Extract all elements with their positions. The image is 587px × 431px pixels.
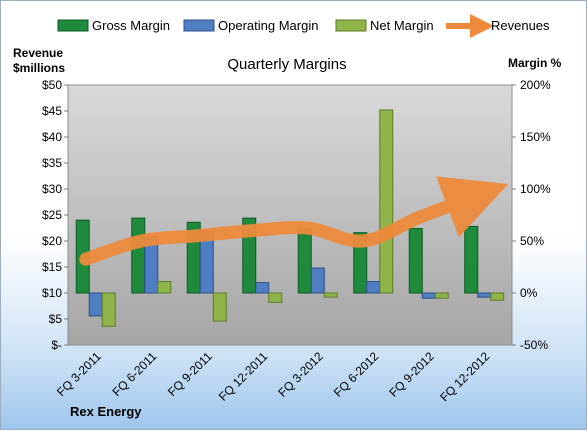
company-name: Rex Energy (70, 404, 142, 419)
right-tick-label: 50% (520, 234, 544, 248)
legend-label-revenues: Revenues (491, 18, 550, 33)
bar-net-margin (490, 292, 505, 301)
right-tick-label: 200% (520, 78, 551, 92)
bar-operating-margin (310, 267, 325, 294)
category-label: FQ 9-2011 (165, 349, 215, 399)
legend-label-operating-margin: Operating Margin (218, 18, 318, 33)
left-tick-label: $35 (42, 156, 62, 170)
left-tick-label: $- (51, 338, 62, 352)
right-axis-title: Margin % (508, 56, 562, 70)
left-tick-label: $40 (42, 130, 62, 144)
category-label: FQ 6-2011 (110, 349, 160, 399)
legend: Gross Margin Operating Margin Net Margin… (57, 14, 550, 38)
legend-label-net-margin: Net Margin (370, 18, 434, 33)
right-tick-label: -50% (520, 338, 548, 352)
left-axis-ticks: $- $5 $10 $15 $20 $25 $30 $35 $40 $45 $50 (42, 78, 68, 352)
legend-swatch-gross-margin (57, 19, 89, 32)
bar-net-margin (101, 292, 116, 327)
category-label: FQ 12-2011 (216, 349, 271, 404)
chart-title: Quarterly Margins (227, 56, 346, 73)
bar-operating-margin (421, 292, 436, 299)
category-label: FQ 9-2012 (386, 349, 437, 400)
bar-gross-margin (408, 228, 423, 294)
bar-gross-margin (131, 217, 146, 294)
bar-net-margin (268, 292, 283, 303)
left-tick-label: $20 (42, 234, 62, 248)
right-tick-label: 150% (520, 130, 551, 144)
left-tick-label: $30 (42, 182, 62, 196)
category-label: FQ 3-2011 (54, 349, 104, 399)
bar-operating-margin (88, 292, 103, 317)
left-tick-label: $25 (42, 208, 62, 222)
category-labels: FQ 3-2011 FQ 6-2011 FQ 9-2011 FQ 12-2011 FQ … (54, 349, 493, 404)
bar-gross-margin (297, 228, 312, 294)
left-tick-label: $5 (49, 312, 63, 326)
right-tick-label: 100% (520, 182, 551, 196)
bar-gross-margin (353, 232, 368, 294)
legend-swatch-operating-margin (183, 19, 215, 32)
legend-item-net-margin: Net Margin (335, 18, 434, 33)
bar-net-margin (157, 281, 172, 294)
category-label: FQ 12-2012 (437, 349, 492, 404)
bar-net-margin (212, 292, 227, 322)
left-tick-label: $10 (42, 286, 62, 300)
legend-item-gross-margin: Gross Margin (57, 18, 170, 33)
bar-operating-margin (366, 281, 381, 294)
bar-net-margin (323, 292, 338, 298)
bars (75, 109, 505, 327)
bar-operating-margin (477, 292, 492, 298)
bar-operating-margin (255, 282, 270, 294)
bar-net-margin (434, 292, 449, 299)
revenue-line-group (79, 176, 509, 266)
left-tick-label: $15 (42, 260, 62, 274)
category-label: FQ 6-2012 (331, 349, 382, 400)
left-tick-label: $45 (42, 104, 62, 118)
revenue-line (79, 176, 509, 266)
legend-item-revenues: Revenues (446, 14, 550, 38)
category-label: FQ 3-2012 (275, 349, 326, 400)
legend-swatch-net-margin (335, 19, 367, 32)
plot-area (67, 84, 513, 346)
left-axis-title-line1: Revenue (13, 46, 63, 60)
left-tick-label: $50 (42, 78, 62, 92)
bar-net-margin (379, 109, 394, 294)
bar-gross-margin (464, 225, 479, 294)
right-axis-ticks: -50% 0% 50% 100% 150% 200% (512, 78, 551, 352)
legend-item-operating-margin: Operating Margin (183, 18, 318, 33)
left-axis-title-line2: $millions (13, 61, 65, 75)
right-tick-label: 0% (520, 286, 538, 300)
legend-label-gross-margin: Gross Margin (92, 18, 170, 33)
